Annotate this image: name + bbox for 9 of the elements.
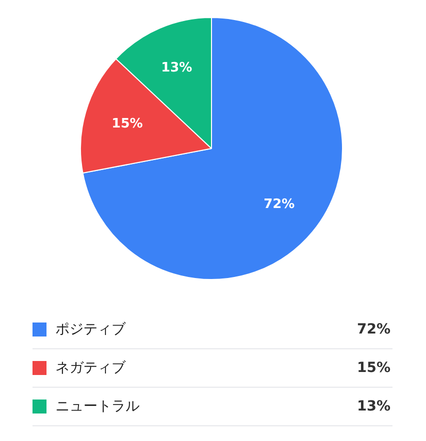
text: 72% [356, 322, 391, 338]
data-label: 72% [264, 196, 295, 212]
data-label: 13% [161, 60, 192, 76]
legend-label: ニュートラル [56, 398, 140, 414]
data-label: 15% [112, 116, 143, 132]
text: 13% [356, 398, 391, 414]
legend-label: ネガティブ [56, 360, 126, 376]
legend-label: ポジティブ [56, 322, 126, 338]
text: 15% [356, 360, 391, 376]
